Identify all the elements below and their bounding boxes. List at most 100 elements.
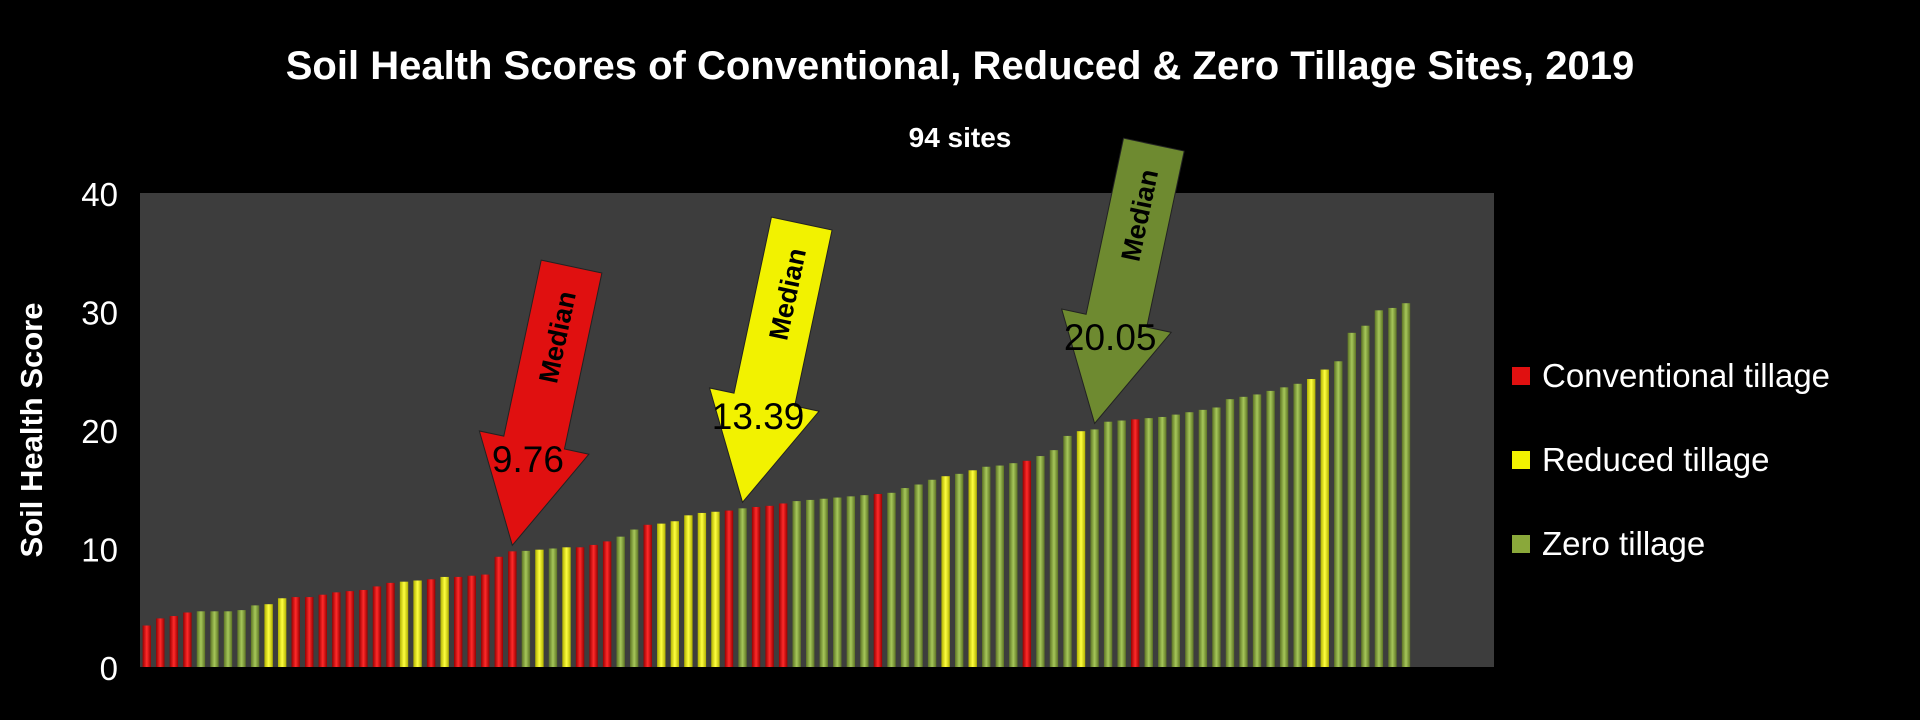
- bar: [1293, 383, 1302, 667]
- y-tick-label: 0: [100, 650, 118, 687]
- bar: [386, 582, 395, 667]
- bar: [318, 594, 327, 667]
- bar: [1374, 310, 1384, 667]
- bar: [765, 505, 774, 667]
- bar: [264, 604, 273, 667]
- bar: [778, 503, 788, 667]
- bar: [426, 579, 436, 667]
- bar: [1361, 325, 1370, 667]
- bar: [954, 473, 964, 667]
- bar: [413, 580, 422, 667]
- bar: [1307, 379, 1316, 667]
- bar: [1279, 387, 1289, 667]
- bar: [982, 466, 991, 667]
- bar: [1401, 303, 1411, 667]
- bar: [1090, 429, 1099, 667]
- bar: [169, 616, 179, 667]
- bar: [589, 544, 598, 667]
- bar: [277, 598, 287, 667]
- bars-group: [142, 303, 1411, 667]
- legend: Conventional tillage Reduced tillage Zer…: [1512, 334, 1830, 586]
- bar: [995, 465, 1004, 667]
- bar: [1036, 456, 1045, 667]
- bar: [156, 618, 165, 667]
- bar: [1049, 450, 1059, 667]
- chart-title: Soil Health Scores of Conventional, Redu…: [285, 44, 1635, 88]
- bar: [887, 492, 896, 667]
- legend-label-conventional: Conventional tillage: [1542, 357, 1831, 394]
- legend-item-reduced: Reduced tillage: [1512, 418, 1830, 502]
- bar: [1171, 414, 1180, 667]
- bar: [630, 529, 639, 667]
- median-value: 20.05: [1064, 317, 1157, 358]
- bar: [860, 495, 869, 667]
- legend-item-zero: Zero tillage: [1512, 502, 1830, 586]
- bar: [1022, 460, 1032, 667]
- y-tick-label: 30: [81, 295, 118, 332]
- bar: [548, 548, 558, 667]
- chart-subtitle: 94 sites: [908, 122, 1012, 153]
- bar: [1225, 399, 1235, 667]
- y-tick-label: 40: [81, 176, 118, 213]
- bar: [1158, 416, 1167, 667]
- legend-swatch-conventional: [1512, 367, 1530, 385]
- bar: [440, 576, 449, 667]
- bar: [562, 547, 571, 667]
- bar: [792, 501, 801, 667]
- bar: [291, 597, 300, 667]
- bar: [1103, 421, 1113, 667]
- bar: [724, 510, 734, 667]
- legend-label-zero: Zero tillage: [1542, 525, 1706, 562]
- bar: [927, 479, 937, 667]
- bar: [535, 549, 544, 667]
- bar: [711, 511, 720, 667]
- y-axis-label: Soil Health Score: [14, 303, 49, 558]
- bar: [1252, 394, 1262, 667]
- bar: [1334, 361, 1343, 667]
- bar: [1130, 419, 1140, 667]
- bar: [250, 605, 260, 667]
- bar: [1347, 332, 1357, 667]
- median-value: 13.39: [712, 396, 805, 437]
- legend-swatch-zero: [1512, 535, 1530, 553]
- bar: [1117, 420, 1126, 667]
- bar: [332, 592, 341, 667]
- bar: [914, 484, 923, 667]
- bar: [670, 521, 680, 667]
- bar: [684, 515, 693, 667]
- bar: [1239, 396, 1248, 667]
- bar: [941, 476, 950, 667]
- legend-item-conventional: Conventional tillage: [1512, 334, 1830, 418]
- bar: [1266, 390, 1275, 667]
- bar: [372, 586, 382, 667]
- bar: [900, 488, 910, 667]
- bar: [494, 556, 503, 667]
- bar: [575, 547, 585, 667]
- bar: [210, 611, 219, 667]
- bar: [819, 498, 828, 667]
- median-arrow-shape: [478, 259, 603, 547]
- bar: [751, 507, 761, 667]
- bar: [508, 551, 517, 667]
- bar: [602, 541, 612, 667]
- bar: [1388, 307, 1397, 667]
- bar: [697, 512, 707, 667]
- bar: [237, 610, 246, 667]
- bar: [1212, 407, 1221, 667]
- bar: [399, 581, 409, 667]
- bar: [738, 508, 747, 667]
- median-value: 9.76: [492, 439, 564, 480]
- bar: [481, 574, 490, 667]
- bar: [1009, 463, 1018, 667]
- bar: [833, 497, 842, 667]
- bar: [359, 589, 368, 667]
- y-tick-label: 20: [81, 413, 118, 450]
- bar: [1185, 412, 1194, 667]
- bar: [521, 550, 531, 667]
- bar: [657, 523, 666, 667]
